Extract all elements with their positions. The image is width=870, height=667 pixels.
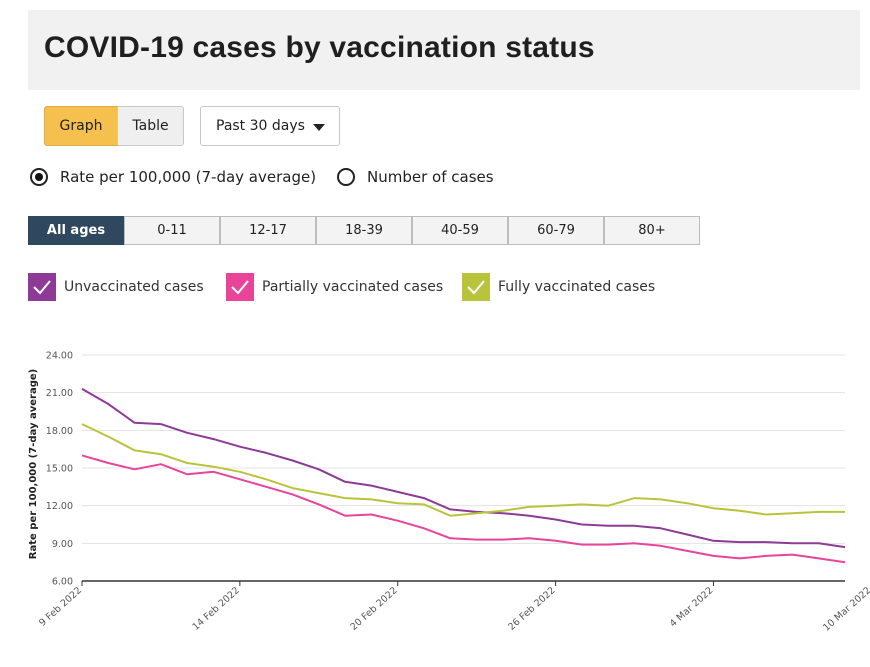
caret-down-icon [313,124,325,131]
page-title: COVID-19 cases by vaccination status [44,31,595,64]
radio-unselected-icon[interactable] [337,168,355,186]
age-tab-0-11[interactable]: 0-11 [124,216,220,245]
legend-unvaccinated[interactable]: Unvaccinated cases [28,273,204,301]
series-line-fully-vaccinated [81,423,845,517]
age-tab-60-79[interactable]: 60-79 [508,216,604,245]
checkbox-checked-icon[interactable] [28,273,56,301]
x-tick-label: 4 Mar 2022 [668,585,716,629]
legend-partially-vaccinated[interactable]: Partially vaccinated cases [226,273,443,301]
checkbox-checked-icon[interactable] [462,273,490,301]
x-tick-label: 14 Feb 2022 [191,585,242,633]
x-tick-label: 26 Feb 2022 [506,585,557,633]
x-tick-label: 20 Feb 2022 [348,585,399,633]
radio-number-label: Number of cases [367,168,494,186]
y-tick-label: 21.00 [46,388,73,399]
radio-selected-icon[interactable] [30,168,48,186]
x-tick-label: 9 Feb 2022 [37,585,84,629]
series-line-partially-vaccinated [81,454,846,564]
age-tab-18-39[interactable]: 18-39 [316,216,412,245]
legend-label: Partially vaccinated cases [262,279,444,295]
y-tick-label: 18.00 [46,426,73,437]
y-tick-label: 24.00 [46,351,73,362]
x-tick-label: 10 Mar 2022 [821,585,870,633]
checkbox-checked-icon[interactable] [226,273,254,301]
age-tab-12-17[interactable]: 12-17 [220,216,316,245]
age-tab-all[interactable]: All ages [28,216,124,245]
period-select[interactable]: Past 30 days [200,106,340,146]
y-tick-label: 15.00 [46,464,73,475]
age-tab-80plus[interactable]: 80+ [604,216,700,245]
y-tick-label: 6.00 [52,577,73,588]
legend-label: Fully vaccinated cases [498,279,656,295]
legend-label: Unvaccinated cases [64,279,204,295]
y-tick-label: 9.00 [52,539,73,550]
graph-view-button[interactable]: Graph [44,106,118,146]
age-tab-40-59[interactable]: 40-59 [412,216,508,245]
series-line-unvaccinated [81,388,846,549]
radio-number[interactable]: Number of cases [337,168,494,186]
y-axis-label: Rate per 100,000 (7-day average) [28,369,39,559]
radio-rate-label: Rate per 100,000 (7-day average) [60,168,317,186]
radio-rate[interactable]: Rate per 100,000 (7-day average) [30,168,316,186]
y-tick-label: 12.00 [46,501,73,512]
table-view-button[interactable]: Table [117,106,184,146]
period-select-value: Past 30 days [216,118,305,134]
legend-fully-vaccinated[interactable]: Fully vaccinated cases [462,273,655,301]
title-bar: COVID-19 cases by vaccination status [28,10,860,90]
